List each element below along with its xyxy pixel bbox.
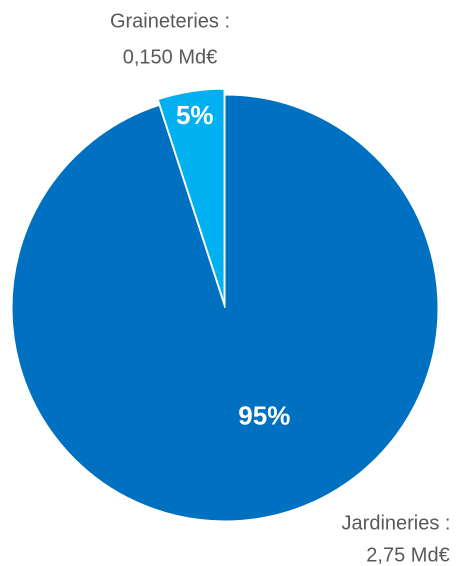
category-label: Jardineries : [342,512,451,534]
value-label: 95% [238,400,290,430]
category-label: Graineteries : [110,10,230,32]
amount-label: 2,75 Md€ [366,544,449,566]
amount-label: 0,150 Md€ [123,46,218,68]
value-label: 5% [176,100,214,130]
pie-slice [11,94,439,522]
pie-slice [157,88,225,303]
